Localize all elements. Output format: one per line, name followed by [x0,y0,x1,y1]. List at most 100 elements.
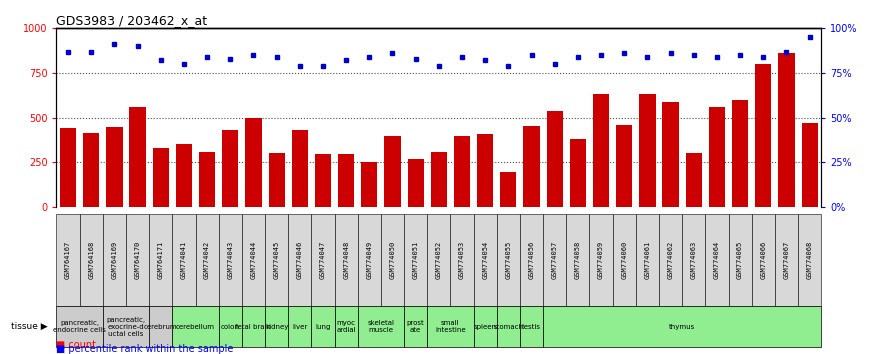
Bar [242,306,265,347]
Text: prost
ate: prost ate [407,320,425,333]
Text: stomach: stomach [494,324,523,330]
Text: lung: lung [315,324,331,330]
Bar [520,306,543,347]
Text: myoc
ardial: myoc ardial [336,320,356,333]
Bar [798,214,821,306]
Bar [706,214,728,306]
Bar [311,306,335,347]
Bar [404,306,428,347]
Bar [454,136,470,207]
Bar [103,214,126,306]
Bar [126,214,149,306]
Bar [474,214,497,306]
Text: GSM774043: GSM774043 [228,241,233,279]
Text: testis: testis [522,324,541,330]
Text: small
intestine: small intestine [435,320,466,333]
Text: GSM774057: GSM774057 [552,241,558,279]
Text: GSM764170: GSM764170 [135,241,141,279]
Bar [728,214,752,306]
Bar [616,125,633,207]
Text: GSM774059: GSM774059 [598,241,604,279]
Bar [315,154,331,207]
Bar [56,306,103,347]
Bar [242,214,265,306]
Bar [404,214,428,306]
Bar [153,148,169,207]
Bar [358,214,381,306]
Bar [543,306,821,347]
Text: GSM774060: GSM774060 [621,241,627,279]
Text: GSM774056: GSM774056 [528,241,534,279]
Text: GSM764171: GSM764171 [158,241,163,279]
Text: colon: colon [221,324,240,330]
Bar [338,154,355,207]
Text: GSM764169: GSM764169 [111,241,117,279]
Text: pancreatic,
exocrine-d
uctal cells: pancreatic, exocrine-d uctal cells [106,316,146,337]
Bar [265,214,289,306]
Text: cerebrum: cerebrum [144,324,177,330]
Text: GSM774067: GSM774067 [784,241,789,279]
Bar [245,118,262,207]
Text: skeletal
muscle: skeletal muscle [368,320,395,333]
Bar [659,214,682,306]
Bar [335,306,358,347]
Text: kidney: kidney [265,324,289,330]
Text: GSM774046: GSM774046 [297,241,302,279]
Text: GSM764167: GSM764167 [65,241,71,279]
Bar [384,136,401,207]
Bar [570,139,586,207]
Bar [775,214,798,306]
Bar [474,306,497,347]
Bar [292,130,308,207]
Text: GSM774049: GSM774049 [367,241,372,279]
Bar [755,64,772,207]
Bar [501,172,516,207]
Bar [172,214,196,306]
Bar [196,214,219,306]
Bar [358,306,404,347]
Bar [686,154,702,207]
Text: GSM774066: GSM774066 [760,241,766,279]
Bar [428,214,450,306]
Bar [431,152,447,207]
Text: GSM774068: GSM774068 [806,241,813,279]
Bar [523,126,540,207]
Text: tissue ▶: tissue ▶ [11,322,48,331]
Bar [289,214,311,306]
Bar [129,107,146,207]
Text: GSM774042: GSM774042 [204,241,210,279]
Text: liver: liver [292,324,308,330]
Text: ■ count: ■ count [56,340,96,350]
Bar [497,306,520,347]
Text: GSM774062: GSM774062 [667,241,673,279]
Bar [682,214,706,306]
Bar [640,93,655,207]
Text: GSM764168: GSM764168 [89,241,94,279]
Text: GSM774063: GSM774063 [691,241,697,279]
Text: GSM774048: GSM774048 [343,241,349,279]
Text: fetal brain: fetal brain [235,324,271,330]
Bar [543,214,567,306]
Bar [149,306,172,347]
Bar [362,162,377,207]
Bar [83,133,99,207]
Bar [589,214,613,306]
Bar [779,53,794,207]
Bar [593,93,609,207]
Bar [265,306,289,347]
Bar [269,154,285,207]
Bar [60,129,76,207]
Bar [222,130,238,207]
Bar [520,214,543,306]
Bar [106,127,123,207]
Text: GSM774052: GSM774052 [436,241,441,279]
Text: GSM774051: GSM774051 [413,241,419,279]
Text: ■ percentile rank within the sample: ■ percentile rank within the sample [56,344,234,354]
Bar [219,306,242,347]
Bar [311,214,335,306]
Bar [289,306,311,347]
Bar [732,100,748,207]
Bar [176,144,192,207]
Text: GSM774053: GSM774053 [459,241,465,279]
Bar [199,152,216,207]
